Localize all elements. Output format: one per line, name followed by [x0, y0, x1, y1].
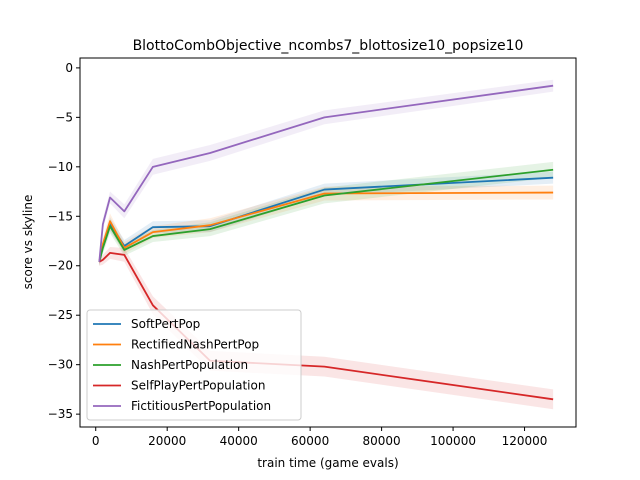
x-tick-label: 0 — [92, 434, 100, 448]
legend-label-soft-pert-pop: SoftPertPop — [131, 317, 200, 331]
legend-items: SoftPertPop RectifiedNashPertPop NashPertP… — [93, 317, 271, 413]
legend-label-self-play-pert-population: SelfPlayPertPopulation — [131, 379, 265, 393]
y-tick-label: −20 — [48, 259, 73, 273]
series-lines — [98, 84, 554, 401]
y-tick-label: −30 — [48, 358, 73, 372]
x-tick-label: 100000 — [430, 434, 476, 448]
y-axis-label: score vs skyline — [21, 195, 35, 290]
plot-frame — [79, 57, 577, 428]
y-tick-label: −15 — [48, 209, 73, 223]
x-tick-label: 60000 — [291, 434, 329, 448]
legend-label-nash-pert-population: NashPertPopulation — [131, 358, 248, 372]
legend: SoftPertPop RectifiedNashPertPop NashPertP… — [86, 309, 302, 421]
legend-label-rectified-nash-pert-pop: RectifiedNashPertPop — [131, 338, 259, 352]
band-nash-pert-population — [99, 161, 554, 266]
y-tick-label: −35 — [48, 407, 73, 421]
legend-box — [86, 309, 302, 421]
series-line-fictitious-pert-population — [98, 84, 554, 262]
x-tick-label: 80000 — [363, 434, 401, 448]
y-tick-label: −10 — [48, 160, 73, 174]
series-line-self-play-pert-population — [98, 251, 554, 401]
legend-label-fictitious-pert-population: FictitiousPertPopulation — [131, 399, 271, 413]
band-soft-pert-pop — [99, 171, 554, 266]
series-line-nash-pert-population — [98, 168, 554, 263]
x-tick-label: 20000 — [148, 434, 186, 448]
x-axis-label: train time (game evals) — [257, 456, 398, 470]
y-axis-ticks: 0 −5 −10 −15 −20 −25 −30 −35 — [48, 61, 80, 421]
y-tick-label: −5 — [55, 110, 73, 124]
y-tick-label: −25 — [48, 308, 73, 322]
y-tick-label: 0 — [65, 61, 73, 75]
x-tick-label: 120000 — [502, 434, 548, 448]
chart-title: BlottoCombObjective_ncombs7_blottosize10… — [133, 38, 524, 54]
x-axis-ticks: 0 20000 40000 60000 80000 100000 120000 — [92, 427, 548, 448]
series-line-rectified-nash-pert-pop — [98, 191, 554, 262]
x-tick-label: 40000 — [220, 434, 258, 448]
